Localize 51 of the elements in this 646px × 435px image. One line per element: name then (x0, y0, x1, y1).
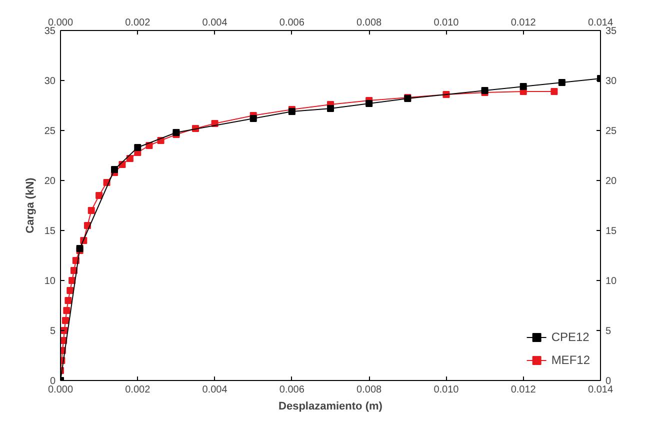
point (550, 88, 558, 95)
y2-tick-label: 10 (606, 276, 618, 287)
x-tick-label: 0.004 (202, 18, 228, 28)
y-tick-label: 0 (50, 376, 56, 387)
y2-tick-label: 30 (606, 76, 618, 87)
point (111, 166, 118, 173)
x-tick-label: 0.006 (279, 18, 305, 28)
x2-tick-label: 0.014 (588, 384, 614, 396)
x-tick-label: 0.008 (356, 18, 382, 28)
y2-tick-label: 15 (606, 226, 618, 237)
x2-tick-label: 0.006 (279, 384, 305, 396)
x-axis-title: Desplazamiento (m) (278, 400, 383, 412)
point (96, 192, 103, 199)
y-tick-label: 20 (44, 176, 56, 187)
y2-tick-label: 0 (606, 376, 612, 387)
point (366, 100, 373, 107)
point (62, 317, 70, 324)
x2-tick-label: 0.012 (510, 384, 536, 396)
y-tick-label: 10 (44, 276, 56, 287)
y-tick-label: 5 (50, 326, 56, 337)
y-tick-label: 30 (44, 76, 56, 87)
y-tick-label: 35 (44, 26, 56, 37)
point (126, 155, 134, 162)
x-tick-label: 0.014 (588, 18, 614, 28)
x2-tick-label: 0.010 (434, 384, 460, 396)
x2-tick-label: 0.004 (202, 384, 228, 396)
point (250, 115, 257, 122)
point (66, 287, 74, 294)
x-tick-label: 0.010 (434, 18, 460, 28)
y-tick-label: 15 (44, 226, 56, 237)
point (558, 79, 566, 86)
point (63, 307, 70, 314)
x-tick-label: 0.012 (510, 18, 536, 28)
point (88, 207, 95, 214)
point (327, 105, 334, 112)
point (520, 83, 527, 90)
y-axis-title: Carga (kN) (24, 177, 36, 234)
y-tick-label: 25 (44, 126, 56, 137)
y2-tick-label: 20 (606, 176, 618, 187)
y2-tick-label: 25 (606, 126, 618, 137)
x2-tick-label: 0.000 (48, 384, 74, 396)
point (134, 144, 142, 151)
x2-tick-label: 0.002 (125, 384, 151, 396)
legend-label: MEF12 (551, 353, 590, 367)
x-tick-label: 0.002 (125, 18, 151, 28)
y2-tick-label: 35 (606, 26, 618, 37)
legend-label: CPE12 (551, 330, 590, 344)
x-tick-label: 0.000 (48, 18, 74, 28)
x2-tick-label: 0.008 (356, 384, 382, 396)
y2-tick-label: 5 (606, 326, 612, 337)
point (64, 297, 72, 304)
